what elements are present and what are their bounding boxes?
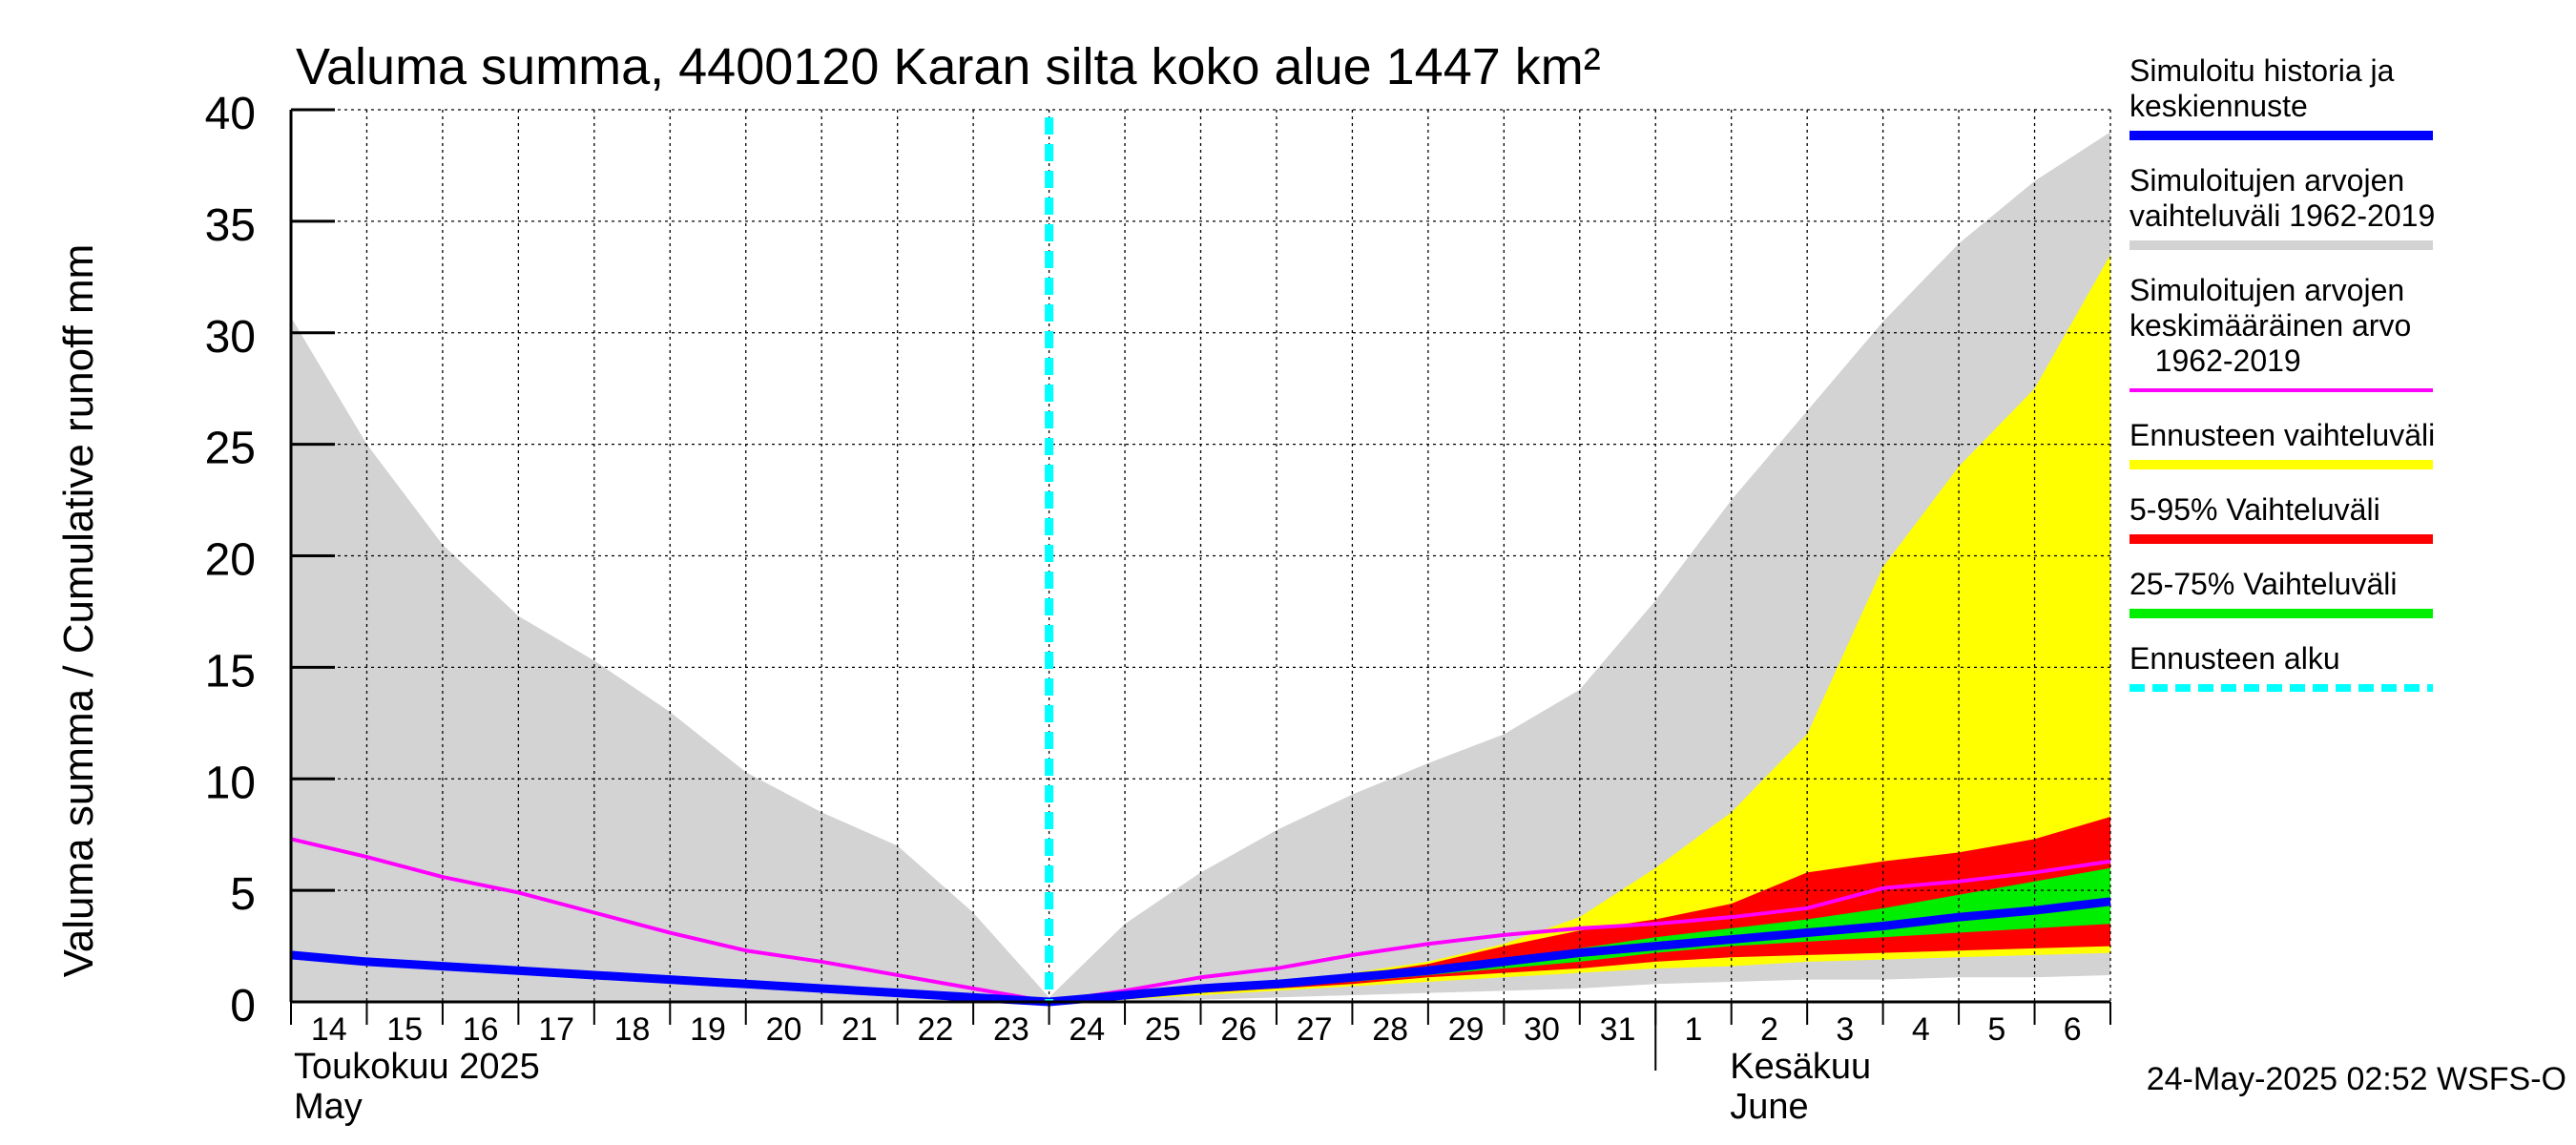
x-tick-label: 1 <box>1685 1011 1703 1048</box>
y-tick-label: 15 <box>205 646 256 697</box>
month-label-may-en: May <box>294 1087 363 1127</box>
x-tick-label: 16 <box>463 1011 499 1048</box>
legend-label-5: 25-75% Vaihteluväli <box>2129 567 2397 601</box>
month-label-june-en: June <box>1730 1087 1808 1127</box>
x-tick-label: 14 <box>311 1011 347 1048</box>
y-tick-label: 40 <box>205 89 256 139</box>
y-tick-label: 35 <box>205 200 256 251</box>
month-label-may-fi: Toukokuu 2025 <box>294 1047 540 1087</box>
x-tick-label: 2 <box>1760 1011 1778 1048</box>
x-tick-label: 23 <box>993 1011 1029 1048</box>
legend-label-2: 1962-2019 <box>2129 344 2301 378</box>
x-tick-label: 25 <box>1145 1011 1181 1048</box>
x-tick-label: 4 <box>1912 1011 1930 1048</box>
legend-label-0: Simuloitu historia ja <box>2129 53 2395 88</box>
y-tick-label: 20 <box>205 535 256 586</box>
x-tick-label: 26 <box>1220 1011 1257 1048</box>
x-tick-label: 17 <box>538 1011 574 1048</box>
timestamp-footer: 24-May-2025 02:52 WSFS-O <box>2147 1061 2566 1097</box>
series-line-0 <box>290 837 2111 1004</box>
x-tick-label: 27 <box>1297 1011 1333 1048</box>
x-tick-label: 19 <box>690 1011 726 1048</box>
legend-label-6: Ennusteen alku <box>2129 641 2340 676</box>
x-tick-label: 6 <box>2064 1011 2082 1048</box>
chart-title: Valuma summa, 4400120 Karan silta koko a… <box>296 38 1601 95</box>
x-tick-label: 20 <box>766 1011 802 1048</box>
band-3 <box>1049 867 2110 1002</box>
month-label-june-fi: Kesäkuu <box>1730 1047 1871 1087</box>
x-tick-label: 24 <box>1069 1011 1105 1048</box>
y-tick-label: 10 <box>205 758 256 808</box>
legend-label-2: Simuloitujen arvojen <box>2129 273 2404 307</box>
legend-label-4: 5-95% Vaihteluväli <box>2129 492 2380 527</box>
x-tick-label: 22 <box>917 1011 953 1048</box>
x-tick-label: 28 <box>1372 1011 1408 1048</box>
legend-label-2: keskimääräinen arvo <box>2129 308 2411 343</box>
x-tick-label: 21 <box>841 1011 878 1048</box>
x-tick-label: 31 <box>1600 1011 1636 1048</box>
band-1 <box>1049 254 2110 1002</box>
legend-label-0: keskiennuste <box>2129 89 2308 123</box>
x-tick-label: 3 <box>1836 1011 1854 1048</box>
y-axis-label: Valuma summa / Cumulative runoff mm <box>55 244 102 978</box>
y-tick-label: 5 <box>230 869 256 920</box>
x-tick-label: 15 <box>386 1011 423 1048</box>
x-tick-label: 29 <box>1448 1011 1485 1048</box>
y-tick-label: 25 <box>205 424 256 474</box>
legend-label-3: Ennusteen vaihteluväli <box>2129 418 2435 452</box>
y-tick-label: 0 <box>230 981 256 1031</box>
x-tick-label: 5 <box>1987 1011 2005 1048</box>
legend-label-1: vaihteluväli 1962-2019 <box>2129 198 2435 233</box>
x-tick-label: 18 <box>614 1011 651 1048</box>
x-tick-label: 30 <box>1524 1011 1560 1048</box>
y-tick-label: 30 <box>205 312 256 363</box>
legend-label-1: Simuloitujen arvojen <box>2129 163 2404 198</box>
series-line-1 <box>290 897 2111 1007</box>
